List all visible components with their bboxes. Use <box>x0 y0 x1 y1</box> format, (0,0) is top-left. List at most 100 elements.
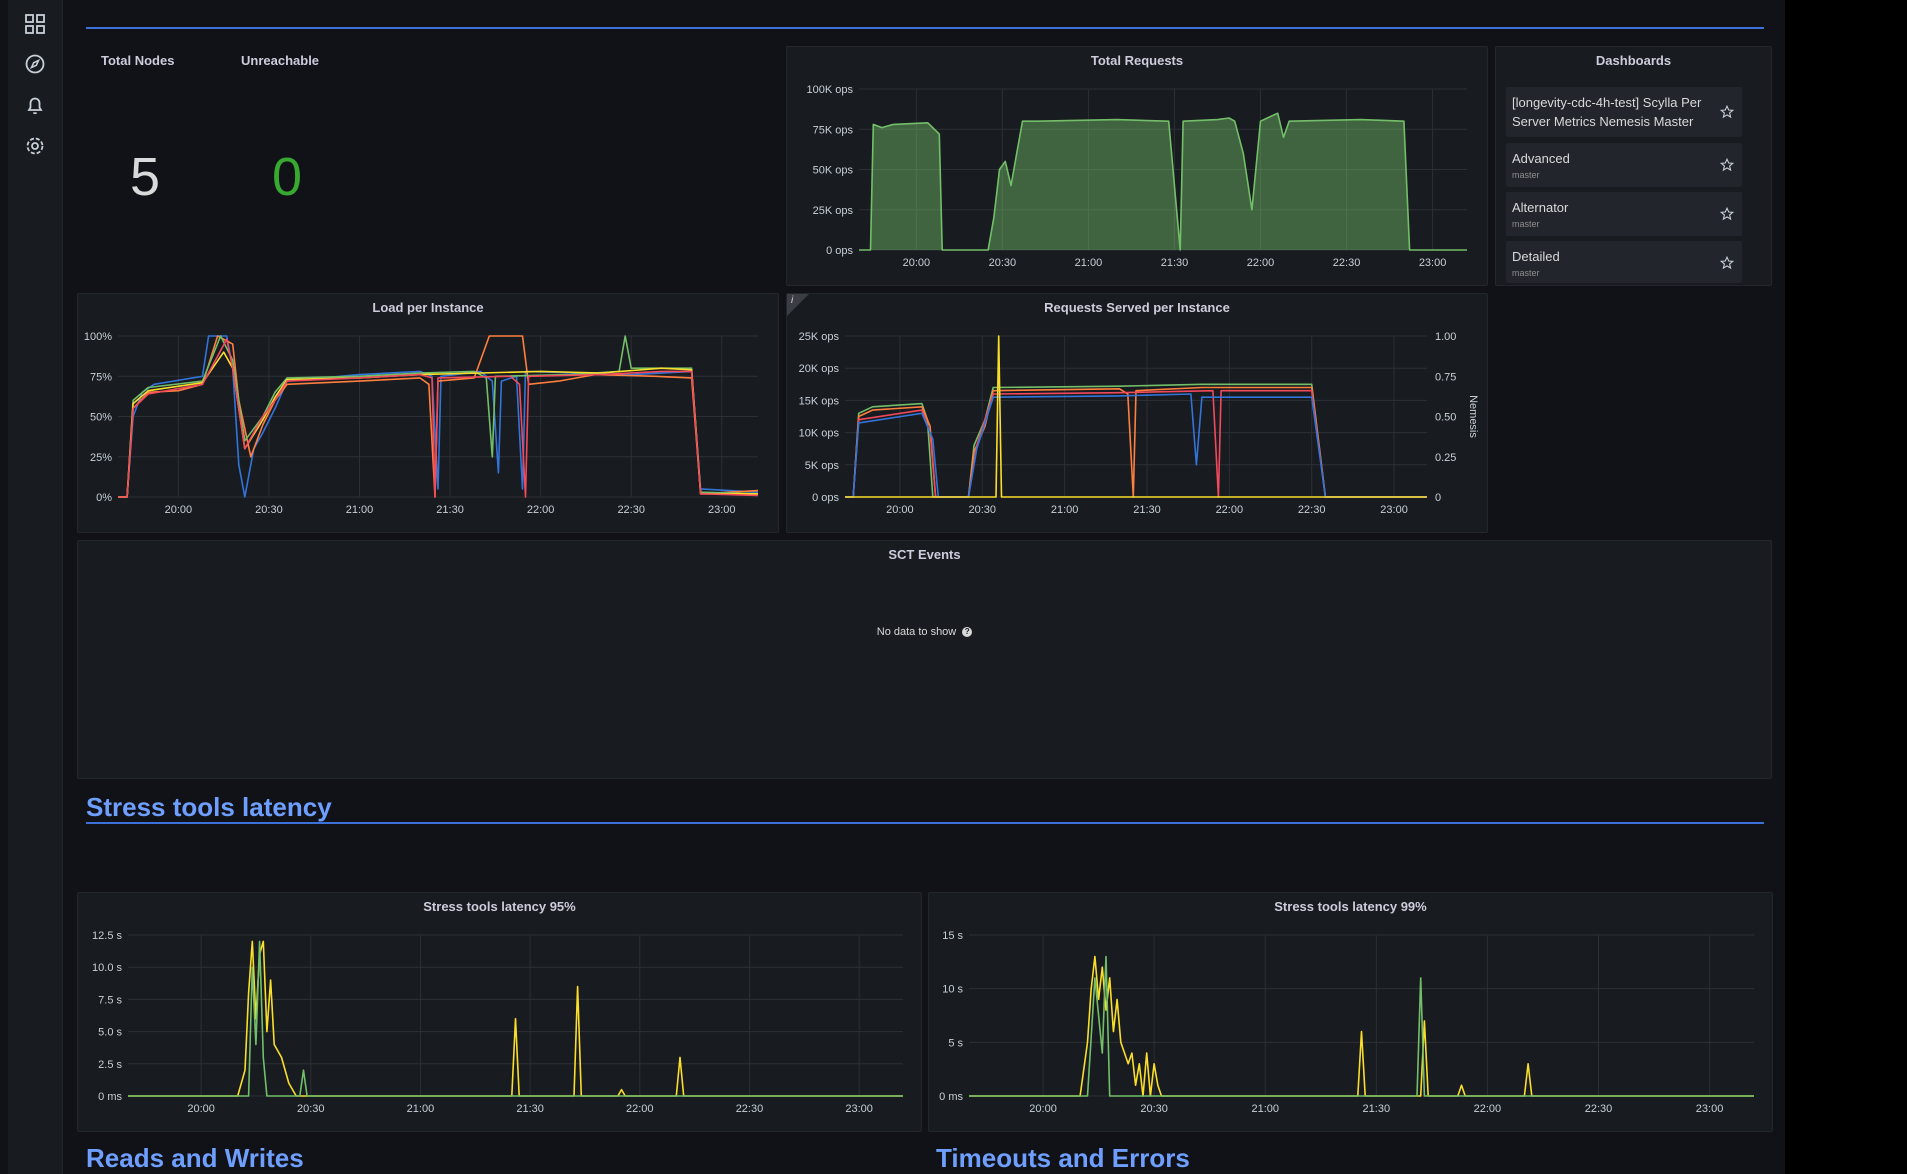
dashboard-name: [longevity-cdc-4h-test] Scylla Per Serve… <box>1512 95 1702 129</box>
y-tick-label: 0% <box>96 492 112 504</box>
y-tick-label: 0 ms <box>98 1091 122 1103</box>
x-tick-label: 23:00 <box>1380 504 1408 516</box>
y-tick-label: 25% <box>90 452 112 464</box>
x-tick-label: 21:30 <box>516 1103 544 1115</box>
dashboard-name: Detailed <box>1512 249 1560 264</box>
row-divider-top <box>86 27 1764 29</box>
series-area <box>859 113 1467 250</box>
series-line-2 <box>118 335 759 498</box>
chart-svg: 0% 25% 50% 75% 100% 20:00 20:30 21:00 21:30 22:00… <box>84 331 759 516</box>
dashboard-folder: master <box>1512 268 1540 278</box>
star-icon[interactable] <box>1720 158 1734 172</box>
x-tick-label: 22:30 <box>617 504 645 516</box>
info-corner[interactable] <box>787 294 809 316</box>
panel-title-sct-events: SCT Events <box>888 547 961 562</box>
row-title-timeouts-and-errors[interactable]: Timeouts and Errors <box>936 1143 1190 1173</box>
x-tick-label: 20:00 <box>187 1103 215 1115</box>
y-tick-label: 75% <box>90 371 112 383</box>
x-tick-label: 21:30 <box>436 504 464 516</box>
y-tick-label: 15 s <box>942 930 963 942</box>
chart-svg: 0 ms 2.5 s 5.0 s 7.5 s 10.0 s 12.5 s 20:00 20:3… <box>92 930 903 1115</box>
y-tick-label: 20K ops <box>799 363 840 375</box>
no-data-message: No data to show? <box>78 626 1771 638</box>
explore-icon[interactable] <box>24 53 46 75</box>
y-tick-label: 7.5 s <box>98 994 122 1006</box>
configuration-gear-icon[interactable] <box>24 135 46 157</box>
dashboard-name: Alternator <box>1512 200 1569 215</box>
x-tick-label: 21:00 <box>1251 1103 1279 1115</box>
row-title-reads-and-writes[interactable]: Reads and Writes <box>86 1143 304 1173</box>
panel-title-total-requests: Total Requests <box>1090 53 1184 68</box>
row-divider-stress <box>86 822 1764 824</box>
x-tick-label: 22:00 <box>1247 257 1275 269</box>
series-line-0 <box>128 940 903 1097</box>
x-tick-label: 22:00 <box>1474 1103 1502 1115</box>
panel-latency-95[interactable]: Stress tools latency 95% 0 ms 2.5 s 5.0 s 7… <box>77 892 922 1132</box>
star-icon[interactable] <box>1720 105 1734 119</box>
panel-load-per-instance[interactable]: Load per Instance 0% 25% 50% 75% 100% 20:00 20… <box>77 293 779 533</box>
x-tick-label: 22:30 <box>736 1103 764 1115</box>
dashboard-link-alternator[interactable]: Alternator master <box>1506 192 1742 236</box>
chart-svg: 0 ops 25K ops 50K ops 75K ops 100K ops 20:00 2… <box>807 84 1467 269</box>
dashboard-folder: master <box>1512 170 1540 180</box>
panel-title-requests-per-instance: Requests Served per Instance <box>1044 300 1230 315</box>
x-tick-label: 21:00 <box>1051 504 1079 516</box>
x-tick-label: 23:00 <box>1419 257 1447 269</box>
stat-value-unreachable: 0 <box>272 147 303 207</box>
y-tick-label: 0 ops <box>826 245 853 257</box>
y-tick-label: 75K ops <box>813 124 854 136</box>
x-tick-label: 23:00 <box>845 1103 873 1115</box>
panel-title-load-per-instance: Load per Instance <box>372 300 484 315</box>
alerting-bell-icon[interactable] <box>24 94 46 116</box>
series-line-1 <box>128 940 903 1097</box>
info-icon[interactable]: i <box>791 295 794 306</box>
y-tick-label: 5 s <box>948 1037 963 1049</box>
x-tick-label: 22:30 <box>1298 504 1326 516</box>
y-tick-label: 12.5 s <box>92 930 122 942</box>
y-tick-label: 15K ops <box>799 395 840 407</box>
y-tick-label: 50% <box>90 412 112 424</box>
x-tick-label: 21:30 <box>1363 1103 1391 1115</box>
y-tick-label: 0 ms <box>939 1091 963 1103</box>
panel-requests-per-instance[interactable]: i Requests Served per Instance 0 ops 5K o… <box>786 293 1488 533</box>
x-tick-label: 20:00 <box>1029 1103 1057 1115</box>
x-tick-label: 21:30 <box>1161 257 1189 269</box>
x-tick-label: 22:30 <box>1585 1103 1613 1115</box>
panel-sct-events: SCT Events No data to show? <box>77 540 1772 779</box>
x-tick-label: 22:00 <box>527 504 555 516</box>
x-tick-label: 22:00 <box>626 1103 654 1115</box>
x-tick-label: 20:30 <box>968 504 996 516</box>
question-help-icon[interactable]: ? <box>962 627 973 638</box>
star-icon[interactable] <box>1720 207 1734 221</box>
y2-tick-label: 0.75 <box>1435 371 1456 383</box>
x-tick-label: 20:00 <box>903 257 931 269</box>
y2-tick-label: 0 <box>1435 492 1441 504</box>
dashboard-link-advanced[interactable]: Advanced master <box>1506 143 1742 187</box>
y-tick-label: 0 ops <box>812 492 839 504</box>
panel-dashboards: Dashboards [longevity-cdc-4h-test] Scyll… <box>1495 46 1772 286</box>
x-tick-label: 22:00 <box>1216 504 1244 516</box>
series-line-4 <box>845 335 1427 498</box>
series-line-0 <box>969 955 1754 1097</box>
dashboard-link-per-server[interactable]: [longevity-cdc-4h-test] Scylla Per Serve… <box>1506 87 1742 137</box>
x-tick-label: 21:00 <box>1075 257 1103 269</box>
star-icon[interactable] <box>1720 256 1734 270</box>
panel-total-requests[interactable]: Total Requests 0 ops 25K ops 50K ops 75K op… <box>786 46 1488 286</box>
panel-latency-99[interactable]: Stress tools latency 99% 0 ms 5 s 10 s 15 s… <box>928 892 1773 1132</box>
x-tick-label: 20:30 <box>255 504 283 516</box>
series-line-1 <box>845 386 1427 498</box>
row-title-stress-tools-latency[interactable]: Stress tools latency <box>86 792 332 822</box>
stat-title-unreachable: Unreachable <box>241 53 320 68</box>
dashboards-icon[interactable] <box>24 13 46 35</box>
dashboard-name: Advanced <box>1512 151 1570 166</box>
x-tick-label: 21:00 <box>346 504 374 516</box>
dashboard-link-detailed[interactable]: Detailed master <box>1506 241 1742 283</box>
sidebar <box>8 0 63 1174</box>
y-tick-label: 50K ops <box>813 165 854 177</box>
panel-title-dashboards: Dashboards <box>1595 53 1672 68</box>
series-line-0 <box>859 112 1467 251</box>
panel-title-latency-95: Stress tools latency 95% <box>423 899 576 914</box>
y-tick-label: 10.0 s <box>92 962 122 974</box>
series-line-3 <box>118 351 758 498</box>
y2-tick-label: 1.00 <box>1435 331 1456 343</box>
